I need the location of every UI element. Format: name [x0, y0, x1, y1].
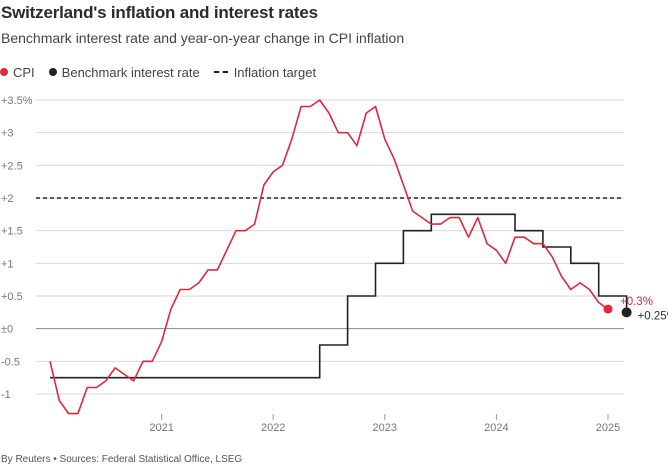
legend: CPI Benchmark interest rate Inflation ta…	[0, 63, 330, 81]
series-end-label-benchmark-rate: +0.25%	[638, 310, 668, 322]
y-tick-label: +2.5	[1, 160, 23, 172]
legend-dot-cpi	[0, 68, 8, 76]
legend-item-cpi: CPI	[0, 65, 35, 80]
y-tick-label: +3	[1, 128, 14, 140]
series-end-label-cpi: +0.3%	[620, 296, 653, 308]
y-tick-label: ±0	[1, 324, 13, 336]
legend-label-cpi: CPI	[13, 64, 35, 80]
series-endpoint-benchmark-rate	[621, 307, 632, 318]
legend-item-rate: Benchmark interest rate	[48, 64, 200, 80]
y-tick-label: +3.5%	[1, 95, 33, 107]
legend-label-target: Inflation target	[233, 64, 317, 80]
legend-label-rate: Benchmark interest rate	[61, 64, 200, 80]
x-tick-label: 2023	[373, 422, 397, 434]
y-tick-label: +1	[1, 258, 14, 270]
chart-title: Switzerland's inflation and interest rat…	[1, 3, 318, 22]
chart-subtitle: Benchmark interest rate and year-on-year…	[1, 30, 405, 46]
x-tick-label: 2025	[596, 422, 620, 434]
y-tick-label: +2	[1, 193, 14, 205]
footer-source: By Reuters • Sources: Federal Statistica…	[1, 454, 243, 465]
y-tick-label: -1	[1, 389, 11, 401]
series-line-cpi	[49, 99, 609, 415]
legend-dot-rate	[48, 68, 57, 76]
series-line-benchmark-rate	[50, 213, 628, 379]
legend-dash-target	[213, 71, 228, 73]
series-endpoint-cpi	[603, 304, 613, 314]
y-tick-label: +0.5	[1, 291, 23, 303]
x-tick-label: 2021	[149, 422, 173, 434]
y-tick-label: -0.5	[1, 356, 20, 368]
x-tick-label: 2022	[261, 422, 285, 434]
y-tick-label: +1.5	[1, 226, 23, 238]
legend-item-target: Inflation target	[213, 64, 317, 80]
x-tick-label: 2024	[484, 422, 508, 434]
